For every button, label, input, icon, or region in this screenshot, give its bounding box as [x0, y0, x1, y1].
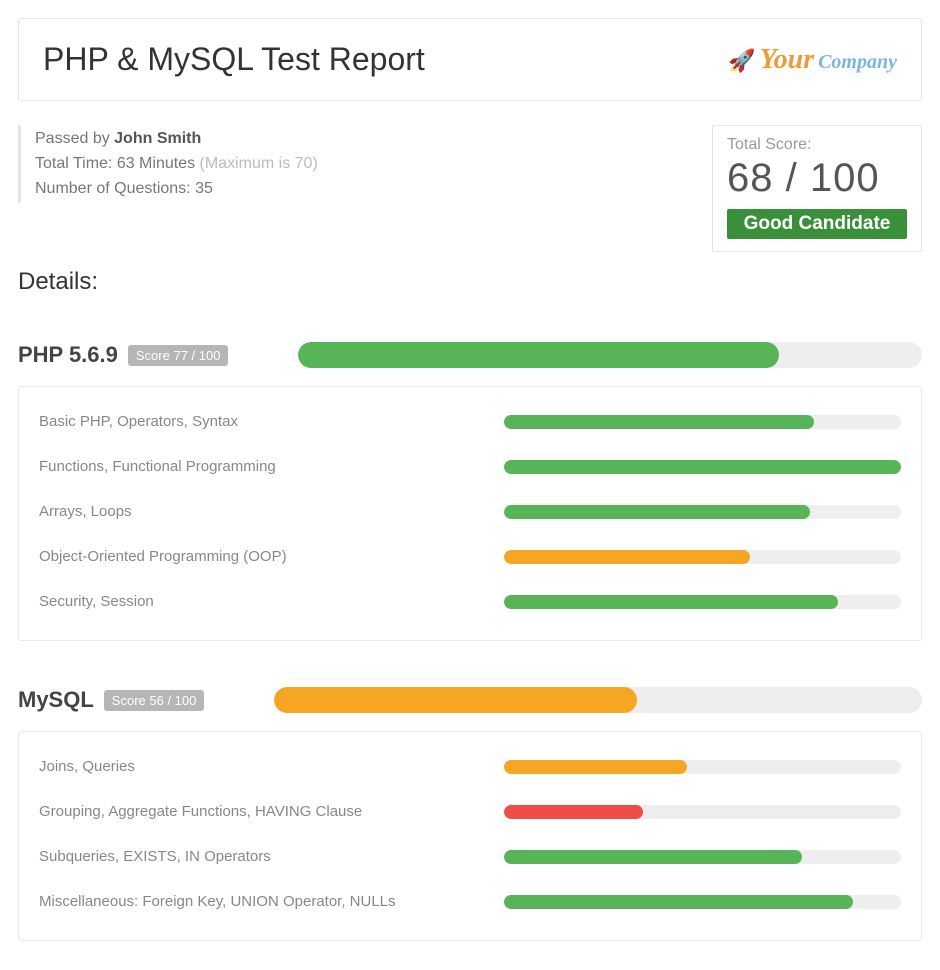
- question-count-line: Number of Questions: 35: [35, 177, 318, 202]
- score-item-row: Basic PHP, Operators, Syntax: [39, 399, 901, 444]
- score-item-track: [504, 595, 901, 609]
- score-item-track: [504, 895, 901, 909]
- section-head: MySQL Score 56 / 100: [18, 687, 922, 713]
- candidate-badge: Good Candidate: [727, 209, 907, 239]
- rocket-icon: 🚀: [728, 48, 755, 74]
- score-section: MySQL Score 56 / 100 Joins, Queries Groupin…: [18, 687, 922, 941]
- score-item-row: Arrays, Loops: [39, 489, 901, 534]
- score-item-track: [504, 805, 901, 819]
- score-item-label: Arrays, Loops: [39, 503, 487, 520]
- score-item-fill: [504, 460, 901, 474]
- score-item-fill: [504, 850, 801, 864]
- score-item-fill: [504, 760, 686, 774]
- report-title: PHP & MySQL Test Report: [43, 41, 425, 78]
- score-item-fill: [504, 415, 813, 429]
- section-progress-track: [274, 687, 922, 713]
- score-item-track: [504, 505, 901, 519]
- candidate-meta: Passed by John Smith Total Time: 63 Minu…: [18, 125, 318, 203]
- section-title: PHP 5.6.9: [18, 342, 118, 368]
- score-item-row: Miscellaneous: Foreign Key, UNION Operat…: [39, 879, 901, 924]
- score-item-row: Functions, Functional Programming: [39, 444, 901, 489]
- total-time-line: Total Time: 63 Minutes (Maximum is 70): [35, 152, 318, 177]
- score-item-label: Security, Session: [39, 593, 487, 610]
- total-score-value: 68 / 100: [727, 156, 907, 201]
- score-item-label: Functions, Functional Programming: [39, 458, 487, 475]
- section-score-pill: Score 56 / 100: [104, 690, 205, 711]
- details-heading: Details:: [18, 268, 922, 296]
- total-score-box: Total Score: 68 / 100 Good Candidate: [712, 125, 922, 252]
- score-item-fill: [504, 505, 809, 519]
- sections-container: PHP 5.6.9 Score 77 / 100 Basic PHP, Operat…: [18, 342, 922, 941]
- score-item-fill: [504, 550, 750, 564]
- company-logo: 🚀 Your Company: [728, 44, 897, 76]
- section-progress-fill: [298, 342, 778, 368]
- score-item-fill: [504, 895, 853, 909]
- score-item-row: Grouping, Aggregate Functions, HAVING Cl…: [39, 789, 901, 834]
- score-item-row: Security, Session: [39, 579, 901, 624]
- score-item-track: [504, 850, 901, 864]
- score-item-row: Subqueries, EXISTS, IN Operators: [39, 834, 901, 879]
- score-item-fill: [504, 595, 837, 609]
- score-item-label: Joins, Queries: [39, 758, 487, 775]
- score-item-label: Subqueries, EXISTS, IN Operators: [39, 848, 487, 865]
- score-item-fill: [504, 805, 643, 819]
- score-item-label: Miscellaneous: Foreign Key, UNION Operat…: [39, 893, 487, 910]
- score-item-track: [504, 550, 901, 564]
- section-items-card: Basic PHP, Operators, Syntax Functions, F…: [18, 386, 922, 641]
- section-progress-track: [298, 342, 922, 368]
- score-item-label: Object-Oriented Programming (OOP): [39, 548, 487, 565]
- logo-text-company: Company: [818, 51, 897, 74]
- section-items-card: Joins, Queries Grouping, Aggregate Functi…: [18, 731, 922, 941]
- logo-text-your: Your: [760, 44, 814, 76]
- passed-by-line: Passed by John Smith: [35, 127, 318, 152]
- score-item-label: Grouping, Aggregate Functions, HAVING Cl…: [39, 803, 487, 820]
- section-head: PHP 5.6.9 Score 77 / 100: [18, 342, 922, 368]
- total-score-label: Total Score:: [727, 136, 907, 154]
- score-item-row: Joins, Queries: [39, 744, 901, 789]
- score-item-row: Object-Oriented Programming (OOP): [39, 534, 901, 579]
- report-header: PHP & MySQL Test Report 🚀 Your Company: [18, 18, 922, 101]
- score-item-track: [504, 460, 901, 474]
- score-item-label: Basic PHP, Operators, Syntax: [39, 413, 487, 430]
- section-progress-fill: [274, 687, 637, 713]
- section-score-pill: Score 77 / 100: [128, 345, 229, 366]
- section-title: MySQL: [18, 687, 94, 713]
- score-section: PHP 5.6.9 Score 77 / 100 Basic PHP, Operat…: [18, 342, 922, 641]
- score-item-track: [504, 415, 901, 429]
- score-item-track: [504, 760, 901, 774]
- summary-row: Passed by John Smith Total Time: 63 Minu…: [18, 125, 922, 252]
